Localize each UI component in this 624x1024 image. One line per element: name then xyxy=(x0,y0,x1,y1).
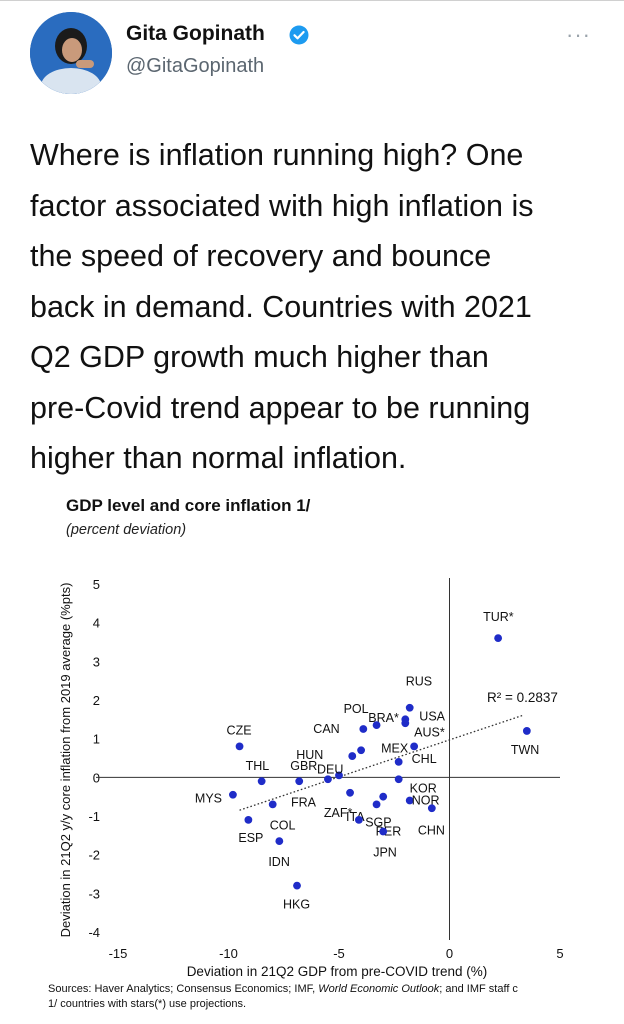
point-label-hkg: HKG xyxy=(283,898,310,912)
point-label-mys: MYS xyxy=(195,792,222,806)
data-point-chn xyxy=(427,804,436,813)
top-divider xyxy=(0,0,624,1)
y-tick-label: -2 xyxy=(88,848,100,863)
point-label-tur: TUR* xyxy=(483,610,514,624)
chart-subtitle: (percent deviation) xyxy=(66,522,187,538)
data-point-rus xyxy=(405,703,414,712)
data-point-gbr xyxy=(295,777,304,786)
point-label-usa: USA xyxy=(419,709,445,723)
data-point-bra xyxy=(401,719,410,728)
data-point-tur xyxy=(494,634,503,643)
y-axis-label: Deviation in 21Q2 y/y core inflation fro… xyxy=(58,583,73,938)
data-point-hkg xyxy=(293,881,301,890)
sources-footnote: 1/ countries with stars(*) use projectio… xyxy=(48,998,247,1010)
point-label-aus: AUS* xyxy=(414,725,445,739)
point-label-gbr: GBR xyxy=(290,759,317,773)
author-handle[interactable]: @GitaGopinath xyxy=(126,55,265,77)
y-tick-label: -3 xyxy=(88,886,100,901)
data-point-aus xyxy=(410,742,419,751)
x-tick-labels: -15 -10 -5 0 5 xyxy=(109,946,564,961)
data-point-mys xyxy=(229,790,237,799)
y-tick-label: 5 xyxy=(93,577,100,592)
data-point-zaf xyxy=(354,815,363,824)
point-label-bra: BRA* xyxy=(368,711,399,725)
chart-title: GDP level and core inflation 1/ xyxy=(66,496,311,515)
data-point-twn xyxy=(522,727,531,735)
data-point-per xyxy=(372,800,381,809)
data-points: TUR* TWN RUS USA BRA* AUS* CHL POL CAN HUN MEX CZE T… xyxy=(195,610,539,911)
trend-line xyxy=(239,714,523,811)
data-point-pol xyxy=(372,721,381,730)
data-point-chl xyxy=(394,757,403,766)
point-label-nor: NOR xyxy=(412,794,440,808)
point-label-fra: FRA xyxy=(291,795,317,809)
data-point-ita xyxy=(346,788,354,797)
point-label-can: CAN xyxy=(313,722,339,736)
data-point-cze xyxy=(235,742,244,751)
scatter-chart: 5 4 3 2 1 0 -1 -2 -3 -4 -15 -10 -5 0 5 R² = 0.2837 TU… xyxy=(58,577,564,961)
y-tick-label: 1 xyxy=(93,732,100,747)
point-label-cze: CZE xyxy=(227,723,252,737)
y-tick-label: 2 xyxy=(93,693,100,708)
data-point-sgp xyxy=(379,792,388,801)
y-tick-labels: 543210-1-2-3-4 xyxy=(88,577,100,940)
data-point-jpn xyxy=(379,827,388,836)
sources-text-a: Sources: Haver Analytics; Consensus Econ… xyxy=(48,983,319,995)
point-label-jpn: JPN xyxy=(373,845,397,859)
sources-text-c: ; and IMF staff c xyxy=(439,983,518,995)
data-point-mex xyxy=(357,746,365,755)
x-tick-label: 0 xyxy=(446,946,453,961)
x-tick-label: -5 xyxy=(333,946,345,961)
y-tick-label: -4 xyxy=(88,925,100,940)
point-label-rus: RUS xyxy=(406,675,432,689)
x-tick-label: -15 xyxy=(109,946,128,961)
tweet-text: Where is inflation running high? One fac… xyxy=(30,138,534,475)
y-tick-label: 4 xyxy=(93,616,100,631)
sources-text-weo: World Economic Outlook xyxy=(318,983,440,995)
verified-badge-icon xyxy=(289,25,309,45)
avatar-portrait-icon xyxy=(30,12,112,94)
y-tick-label: 3 xyxy=(93,654,100,669)
point-label-thl: THL xyxy=(246,759,270,773)
x-tick-label: 5 xyxy=(556,946,563,961)
x-axis-label: Deviation in 21Q2 GDP from pre-COVID tre… xyxy=(186,964,488,979)
point-label-zaf: ZAF* xyxy=(324,806,353,820)
point-label-chn: CHN xyxy=(418,823,445,837)
data-point-idn xyxy=(275,837,284,846)
more-options-button[interactable]: ··· xyxy=(566,22,591,47)
data-point-kor xyxy=(394,775,403,784)
point-label-chl: CHL xyxy=(412,752,437,766)
data-point-nor xyxy=(405,796,414,805)
x-tick-label: -10 xyxy=(219,946,238,961)
chart-sources-note: Sources: Haver Analytics; Consensus Econ… xyxy=(48,982,624,1012)
point-label-hun: HUN xyxy=(296,748,323,762)
author-name[interactable]: Gita Gopinath xyxy=(126,22,265,45)
data-point-thl xyxy=(257,777,266,786)
point-label-idn: IDN xyxy=(268,855,290,869)
data-point-esp xyxy=(244,815,253,824)
profile-photo[interactable] xyxy=(30,12,112,94)
point-label-pol: POL xyxy=(344,702,369,716)
point-label-col: COL xyxy=(270,818,296,832)
point-label-kor: KOR xyxy=(410,781,437,795)
data-point-deu xyxy=(335,771,343,780)
data-point-col xyxy=(268,800,277,809)
data-point-hun xyxy=(348,752,357,760)
point-label-esp: ESP xyxy=(238,831,263,845)
point-label-sgp: SGP xyxy=(365,816,391,830)
data-point-fra xyxy=(324,775,332,784)
point-label-twn: TWN xyxy=(511,743,539,757)
y-tick-label: -1 xyxy=(88,809,100,824)
r-squared-label: R² = 0.2837 xyxy=(487,690,558,705)
point-label-mex: MEX xyxy=(381,741,409,755)
point-label-deu: DEU xyxy=(317,762,343,776)
data-point-can xyxy=(359,725,368,733)
